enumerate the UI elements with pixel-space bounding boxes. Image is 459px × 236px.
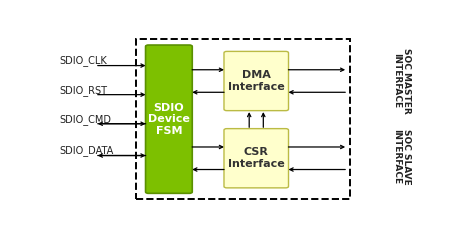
Text: SOC MASTER
INTERFACE: SOC MASTER INTERFACE [391,48,410,114]
Text: SDIO_RST: SDIO_RST [59,85,107,96]
Text: SDIO_CLK: SDIO_CLK [59,55,107,67]
Text: DMA
Interface: DMA Interface [227,70,284,92]
Text: SOC SLAVE
INTERFACE: SOC SLAVE INTERFACE [391,129,410,184]
Bar [136,39,349,199]
Text: SDIO_CMD: SDIO_CMD [59,114,111,125]
FancyBboxPatch shape [224,51,288,111]
Text: SDIO_DATA: SDIO_DATA [59,146,113,156]
FancyBboxPatch shape [224,129,288,188]
FancyBboxPatch shape [145,45,192,193]
Text: SDIO
Device
FSM: SDIO Device FSM [148,103,190,136]
Text: CSR
Interface: CSR Interface [227,148,284,169]
